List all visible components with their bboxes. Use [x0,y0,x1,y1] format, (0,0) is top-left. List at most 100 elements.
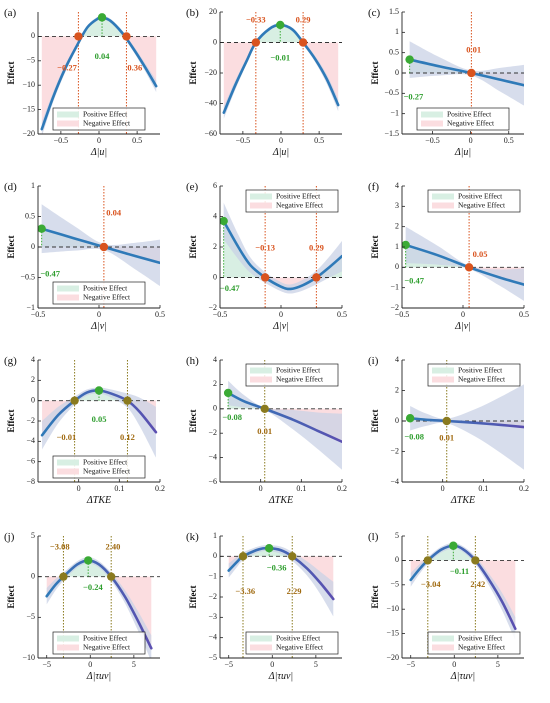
legend-positive-swatch [432,635,454,642]
legend-positive-label: Positive Effect [447,110,492,119]
x-tick-label: 5 [132,660,136,669]
value-label: −0.27 [57,63,77,73]
panel-letter: (k) [186,531,199,543]
confidence-band [228,380,342,470]
legend-negative-label: Negative Effect [458,375,506,384]
value-label: −0.24 [83,582,103,592]
peak-marker [276,20,285,30]
value-label: −0.33 [246,14,266,24]
x-axis-label: ΔTKE [86,495,111,506]
y-axis-label: Effect [370,410,380,433]
x-axis-label: Δ|u| [90,147,107,158]
y-tick-label: 3 [395,201,399,210]
y-tick-label: −1.5 [384,129,399,138]
y-tick-label: 0.5 [389,47,399,56]
y-tick-label: 2 [395,385,399,394]
x-tick-label: 0 [461,310,465,319]
root-marker [298,38,308,47]
y-tick-label: −2 [208,592,217,601]
panel-f: 0.05 −0.47 −0.5 0 0.5 −2 −1 0 1 2 3 4 (f) Effect Δ|v| P… [368,181,529,332]
value-label: 0.29 [309,242,324,252]
panel-e: −0.13 0.29 −0.47 −0.5 0 0.5 −2 0 2 4 6 (e) Effect Δ|v… [186,181,347,332]
x-tick-label: 0.5 [155,310,165,319]
x-axis-label: Δ|u| [454,147,471,158]
panel-letter: (j) [4,531,15,543]
y-tick-label: −2 [390,303,399,312]
x-tick-label: 0 [279,136,283,145]
legend-negative-label: Negative Effect [83,293,131,302]
panel-i: −0.08 0.01 0 0.1 0.2 −4 −2 0 2 4 (i) Effect ΔTKE Posi… [368,355,529,506]
peak-marker [402,240,410,250]
peak-marker [94,386,104,395]
peak-marker [220,216,228,226]
positive-effect-area [46,560,152,577]
confidence-band [223,202,342,294]
value-label: 0.29 [296,14,311,24]
root-marker [99,242,109,252]
x-axis-label: Δ|τuv| [450,671,475,682]
root-marker [123,396,132,405]
x-tick-label: 0 [270,660,274,669]
legend-negative-swatch [432,202,454,209]
panel-letter: (b) [186,7,199,19]
y-tick-label: 0 [31,31,35,40]
value-label: −0.47 [40,268,60,278]
root-marker [464,263,474,272]
y-axis-label: Effect [6,410,16,433]
positive-effect-area [42,390,156,401]
y-tick-label: 0 [395,416,399,425]
plot-area [38,536,160,658]
panel-a: 0.04 −0.27 0.36 −0.5 0 0.5 −20 −15 −10 −5 0 (a) Effe… [4,7,160,158]
y-tick-label: −40 [204,98,217,107]
plot-area [38,186,160,308]
x-tick-label: 0 [97,136,101,145]
x-tick-label: 5 [496,660,500,669]
confidence-band [410,542,516,641]
legend-positive-label: Positive Effect [276,634,321,643]
x-tick-label: 0.5 [314,136,324,145]
value-label: −0.13 [255,242,275,252]
peak-marker [449,541,458,550]
y-axis-label: Effect [370,586,380,609]
effect-curve [408,416,524,429]
root-marker [107,572,116,581]
legend-negative-label: Negative Effect [276,643,324,652]
panel-j: −3.08 2.40 −0.24 −5 0 5 −10 −5 0 5 (j) Effect Δ|τuv|… [4,531,160,682]
panel-letter: (l) [368,531,379,543]
positive-effect-area [223,24,339,43]
value-label: 0.05 [473,249,488,259]
positive-effect-area [410,545,516,561]
legend-positive-swatch [57,459,79,466]
legend-positive-swatch [421,111,443,118]
y-axis-label: Effect [6,236,16,259]
panel-letter: (e) [186,181,199,193]
panel-letter: (a) [4,7,17,19]
root-marker [471,556,480,565]
x-tick-label: −0.5 [395,310,410,319]
plot-area [402,12,524,134]
root-marker [238,552,248,561]
legend-positive-swatch [432,193,454,200]
x-axis-label: ΔTKE [268,495,293,506]
y-tick-label: −0.5 [384,88,399,97]
root-marker [74,32,83,41]
legend-positive-swatch [57,285,79,292]
x-axis-label: Δ|v| [90,321,107,332]
legend-negative-label: Negative Effect [83,643,131,652]
x-axis-label: Δ|τuv| [268,671,293,682]
negative-effect-area [223,42,339,113]
legend-negative-swatch [57,294,79,301]
x-tick-label: 0 [88,660,92,669]
plot-area [220,536,342,658]
y-tick-label: 1 [31,181,35,190]
y-tick-label: 5 [31,531,35,540]
y-axis-label: Effect [188,236,198,259]
peak-marker [405,414,415,423]
legend-negative-swatch [421,120,443,127]
